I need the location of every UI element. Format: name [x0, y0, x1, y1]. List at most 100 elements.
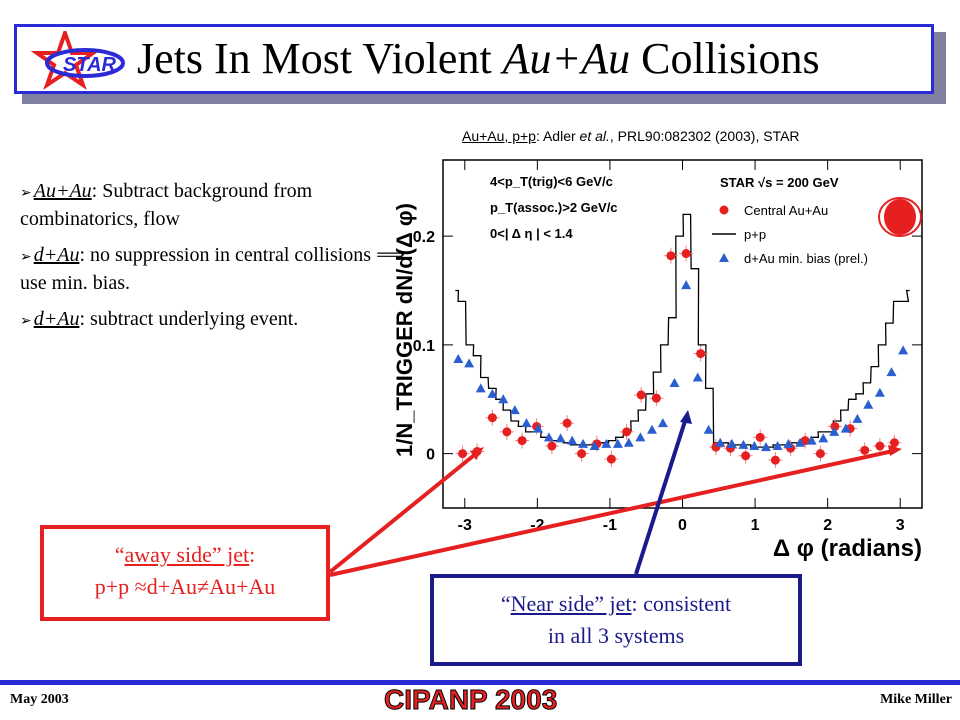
auau-point	[487, 413, 497, 423]
auau-point	[502, 427, 512, 437]
near-rest: : consistent	[631, 591, 732, 616]
dau-point	[543, 432, 554, 442]
correlation-chart: -3 -2 -1 0 1 2 3 0 0.1 0.2 Δ φ (radians) 1/N_TRIGGE…	[392, 159, 923, 562]
footer-conference: CIPANP 2003	[383, 684, 558, 716]
bullet-text: : Subtract background from combinatorics…	[20, 180, 313, 230]
footer-author: Mike Miller	[880, 692, 952, 707]
auau-point	[606, 454, 616, 464]
auau-point	[815, 449, 825, 459]
x-tick-label: 2	[823, 517, 832, 534]
dau-point	[783, 438, 794, 448]
cut-label: 0<| Δ η | < 1.4	[490, 226, 573, 241]
near-line2: in all 3 systems	[547, 623, 685, 648]
away-side-callout: “away side” jet: p+p ≈d+Au≠Au+Au	[40, 525, 330, 621]
auau-point	[651, 393, 661, 403]
dau-point	[874, 387, 885, 397]
bullet-text: : subtract underlying event.	[79, 308, 299, 330]
cut-label: 4<p_T(trig)<6 GeV/c	[490, 174, 613, 189]
title-part2: Collisions	[630, 34, 820, 83]
dau-point	[760, 442, 771, 452]
dau-point	[886, 367, 897, 377]
dau-point	[623, 437, 634, 447]
dau-point	[681, 280, 692, 290]
y-axis-label: 1/N_TRIGGER dN/d(Δ φ)	[392, 203, 417, 457]
x-tick-label: -1	[603, 517, 617, 534]
dau-point	[772, 441, 783, 451]
y-tick-label: 0.2	[413, 229, 435, 246]
highlight-dot	[884, 199, 916, 235]
bullet-lead: d+Au	[33, 308, 80, 330]
x-tick-label: 3	[896, 517, 905, 534]
auau-point	[830, 421, 840, 431]
auau-point	[547, 441, 557, 451]
auau-point	[860, 445, 870, 455]
auau-point	[800, 436, 810, 446]
dau-point	[898, 345, 909, 355]
bullet-item: ➢ d+Au: subtract underlying event.	[20, 306, 410, 334]
dau-point	[453, 354, 464, 364]
legend-auau-marker	[719, 205, 729, 215]
legend-dau-marker	[719, 253, 729, 262]
bullet-arrow-icon: ➢	[20, 249, 32, 265]
bullet-arrow-icon: ➢	[20, 185, 32, 201]
dau-point	[578, 438, 589, 448]
auau-point	[696, 349, 706, 359]
dau-point	[555, 433, 566, 443]
dau-point	[567, 435, 578, 445]
bullet-arrow-icon: ➢	[20, 313, 32, 329]
dau-point	[692, 372, 703, 382]
auau-point	[472, 446, 482, 456]
cut-label: p_T(assoc.)>2 GeV/c	[490, 200, 618, 215]
near-quote: “	[500, 591, 511, 616]
near-side-callout: “Near side” jet: consistent in all 3 sys…	[430, 574, 802, 666]
title-box: STAR Jets In Most Violent Au+Au Collisio…	[14, 24, 934, 94]
away-line2: p+p ≈d+Au≠Au+Au	[94, 574, 276, 599]
chart-layer: -3 -2 -1 0 1 2 3 0 0.1 0.2 Δ φ (radians) 1/N_TRIGGE…	[392, 159, 923, 562]
dau-point	[806, 435, 817, 445]
y-tick-label: 0	[426, 447, 435, 464]
dau-point	[464, 358, 475, 368]
dau-point	[840, 423, 851, 433]
auau-point	[755, 432, 765, 442]
bullet-lead: d+Au	[33, 244, 80, 266]
bullet-item: ➢ d+Au: no suppression in central collisi…	[20, 242, 410, 296]
citation-rest-pre: : Adler	[535, 128, 580, 144]
auau-point	[636, 390, 646, 400]
star-logo-text: STAR	[63, 54, 117, 76]
footer-divider	[0, 680, 960, 685]
dau-point	[726, 438, 737, 448]
dau-point	[829, 426, 840, 436]
bullet-item: ➢ Au+Au: Subtract background from combina…	[20, 178, 410, 232]
dau-point	[533, 423, 544, 433]
auau-point	[875, 441, 885, 451]
auau-point	[458, 449, 468, 459]
dau-point	[521, 418, 532, 428]
y-tick-label: 0.1	[413, 338, 435, 355]
away-quote: “	[114, 542, 125, 567]
legend-pp-label: p+p	[744, 227, 766, 242]
citation-bold: Au+Au, p+p	[462, 128, 536, 144]
citation-rest-post: , PRL90:082302 (2003), STAR	[609, 128, 800, 144]
dau-point	[589, 441, 600, 451]
auau-point	[622, 427, 632, 437]
dau-point	[818, 433, 829, 443]
dau-point	[487, 388, 498, 398]
series-pp-line	[455, 213, 910, 448]
x-tick-label: 0	[678, 517, 687, 534]
auau-point	[577, 449, 587, 459]
dau-point	[852, 413, 863, 423]
x-tick-label: -2	[530, 517, 544, 534]
x-tick-label: 1	[751, 517, 760, 534]
bullet-list: ➢ Au+Au: Subtract background from combina…	[20, 178, 410, 344]
away-colon: :	[249, 542, 256, 567]
citation: Au+Au, p+p: Adler et al., PRL90:082302 (…	[462, 128, 800, 144]
bullet-lead: Au+Au	[33, 180, 92, 202]
auau-point	[770, 455, 780, 465]
page-title: Jets In Most Violent Au+Au Collisions	[137, 33, 820, 84]
x-tick-label: -3	[458, 517, 472, 534]
dau-point	[475, 383, 486, 393]
footer-date: May 2003	[10, 692, 69, 707]
auau-point	[666, 251, 676, 261]
star-logo: STAR	[30, 31, 125, 90]
dau-point	[703, 424, 714, 434]
